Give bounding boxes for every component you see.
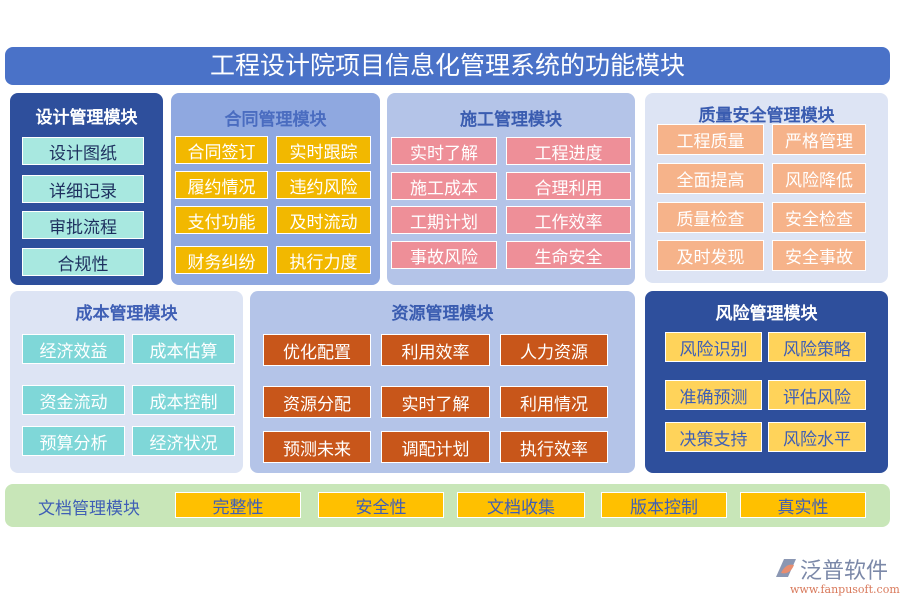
quality-item[interactable]: 质量检查 xyxy=(657,202,764,233)
contract-item[interactable]: 实时跟踪 xyxy=(276,136,371,164)
quality-item[interactable]: 严格管理 xyxy=(772,124,866,155)
document-item[interactable]: 完整性 xyxy=(175,492,301,518)
contract-module-title: 合同管理模块 xyxy=(224,110,327,130)
construction-item[interactable]: 实时了解 xyxy=(391,137,497,165)
resource-item[interactable]: 预测未来 xyxy=(263,431,371,463)
document-item[interactable]: 文档收集 xyxy=(457,492,585,518)
cost-module-title: 成本管理模块 xyxy=(75,304,178,324)
logo: 泛普软件 www.fanpusoft.com xyxy=(772,553,900,598)
document-item[interactable]: 安全性 xyxy=(318,492,444,518)
cost-item[interactable]: 资金流动 xyxy=(22,385,125,415)
contract-item[interactable]: 违约风险 xyxy=(276,171,371,199)
resource-item[interactable]: 调配计划 xyxy=(381,431,490,463)
quality-item[interactable]: 风险降低 xyxy=(772,163,866,194)
cost-item[interactable]: 预算分析 xyxy=(22,426,125,456)
design-module-title: 设计管理模块 xyxy=(35,108,138,128)
resource-item[interactable]: 利用情况 xyxy=(500,386,608,418)
cost-item[interactable]: 经济状况 xyxy=(132,426,235,456)
quality-module-title: 质量安全管理模块 xyxy=(698,106,835,126)
cost-item[interactable]: 经济效益 xyxy=(22,334,125,364)
resource-item[interactable]: 资源分配 xyxy=(263,386,371,418)
construction-item[interactable]: 事故风险 xyxy=(391,241,497,269)
design-item[interactable]: 详细记录 xyxy=(22,175,144,203)
quality-item[interactable]: 全面提高 xyxy=(657,163,764,194)
risk-item[interactable]: 决策支持 xyxy=(665,422,762,452)
design-item[interactable]: 合规性 xyxy=(22,248,144,276)
cost-item[interactable]: 成本控制 xyxy=(132,385,235,415)
construction-item[interactable]: 施工成本 xyxy=(391,172,497,200)
resource-item[interactable]: 优化配置 xyxy=(263,334,371,366)
resource-item[interactable]: 利用效率 xyxy=(381,334,490,366)
construction-item[interactable]: 工期计划 xyxy=(391,206,497,234)
construction-item[interactable]: 生命安全 xyxy=(506,241,631,269)
page-title: 工程设计院项目信息化管理系统的功能模块 xyxy=(5,47,890,85)
contract-item[interactable]: 履约情况 xyxy=(175,171,268,199)
quality-item[interactable]: 安全事故 xyxy=(772,240,866,271)
logo-name: 泛普软件 xyxy=(800,559,889,584)
risk-item[interactable]: 风险策略 xyxy=(768,332,866,362)
quality-item[interactable]: 安全检查 xyxy=(772,202,866,233)
document-item[interactable]: 真实性 xyxy=(740,492,866,518)
design-item[interactable]: 审批流程 xyxy=(22,211,144,239)
quality-item[interactable]: 工程质量 xyxy=(657,124,764,155)
risk-item[interactable]: 风险识别 xyxy=(665,332,762,362)
construction-module-title: 施工管理模块 xyxy=(460,110,562,130)
risk-item[interactable]: 评估风险 xyxy=(768,380,866,410)
construction-item[interactable]: 合理利用 xyxy=(506,172,631,200)
logo-url: www.fanpusoft.com xyxy=(790,583,900,596)
contract-item[interactable]: 执行力度 xyxy=(276,246,371,274)
contract-item[interactable]: 合同签订 xyxy=(175,136,268,164)
risk-module-title: 风险管理模块 xyxy=(715,304,818,324)
contract-item[interactable]: 财务纠纷 xyxy=(175,246,268,274)
quality-item[interactable]: 及时发现 xyxy=(657,240,764,271)
document-module-title: 文档管理模块 xyxy=(38,499,140,519)
contract-item[interactable]: 支付功能 xyxy=(175,206,268,234)
resource-item[interactable]: 人力资源 xyxy=(500,334,608,366)
cost-item[interactable]: 成本估算 xyxy=(132,334,235,364)
risk-item[interactable]: 准确预测 xyxy=(665,380,762,410)
document-item[interactable]: 版本控制 xyxy=(601,492,727,518)
design-item[interactable]: 设计图纸 xyxy=(22,137,144,165)
risk-item[interactable]: 风险水平 xyxy=(768,422,866,452)
resource-module-title: 资源管理模块 xyxy=(391,304,494,324)
resource-item[interactable]: 执行效率 xyxy=(500,431,608,463)
logo-icon xyxy=(776,559,796,577)
resource-item[interactable]: 实时了解 xyxy=(381,386,490,418)
construction-item[interactable]: 工程进度 xyxy=(506,137,631,165)
construction-item[interactable]: 工作效率 xyxy=(506,206,631,234)
contract-item[interactable]: 及时流动 xyxy=(276,206,371,234)
